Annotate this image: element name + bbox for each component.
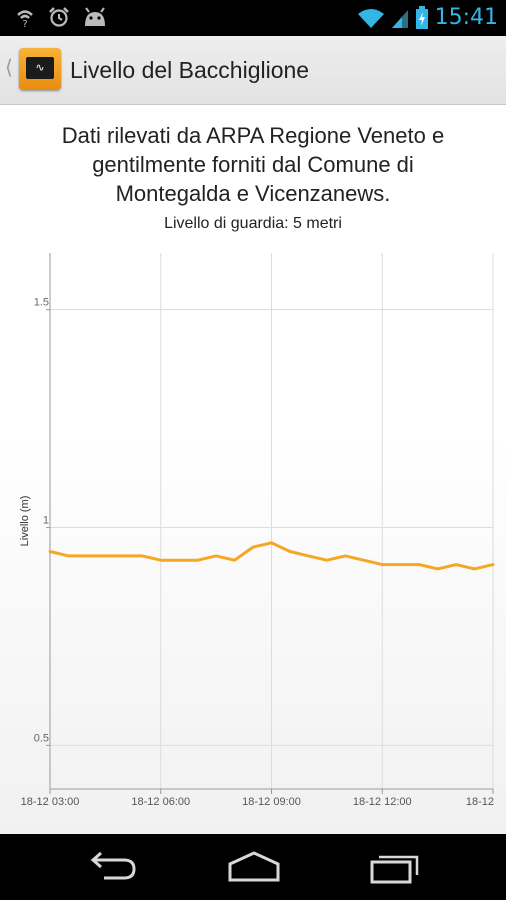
y-axis-label: Livello (m) xyxy=(19,496,31,547)
navigation-bar xyxy=(0,834,506,900)
page-title: Livello del Bacchiglione xyxy=(70,57,310,83)
description-line: Montegalda e Vicenzanews. xyxy=(115,181,391,206)
x-tick-label: 18-12 09:00 xyxy=(242,796,301,808)
description-line: Dati rilevati da ARPA Regione Veneto e xyxy=(61,123,445,148)
y-tick-label: 0.5 xyxy=(34,732,49,744)
android-icon xyxy=(85,7,105,26)
y-tick-label: 1.5 xyxy=(34,297,49,309)
signal-icon xyxy=(391,10,408,28)
y-tick-label: 1 xyxy=(43,515,49,527)
usb-debug-icon: ? xyxy=(17,10,33,28)
back-icon[interactable] xyxy=(88,850,138,884)
source-description: Dati rilevati da ARPA Regione Veneto e g… xyxy=(20,121,486,208)
x-tick-label: 18-12 xyxy=(466,796,494,808)
x-tick-label: 18-12 06:00 xyxy=(131,796,190,808)
water-level-chart: 18-12 03:00 18-12 06:00 18-12 09:00 18-12 1… xyxy=(19,253,495,808)
status-bar: ? 15:41 xyxy=(0,0,506,36)
battery-charging-icon xyxy=(415,6,428,29)
description-line: gentilmente forniti dal Comune di xyxy=(92,152,414,177)
x-tick-label: 18-12 12:00 xyxy=(353,796,412,808)
up-caret-icon: ⟨ xyxy=(5,57,13,79)
level-series-line xyxy=(48,541,495,571)
system-icons: 15:41 xyxy=(357,4,498,32)
notification-icons: ? xyxy=(14,6,108,28)
main-content: Dati rilevati da ARPA Regione Veneto e g… xyxy=(0,105,506,834)
x-tick-label: 18-12 03:00 xyxy=(21,796,80,808)
wifi-icon xyxy=(357,9,384,28)
home-icon[interactable] xyxy=(227,850,281,884)
svg-text:?: ? xyxy=(22,19,27,28)
action-bar: ⟨ ∿ Livello del Bacchiglione xyxy=(0,36,506,105)
app-logo-icon: ∿ xyxy=(19,48,61,90)
guard-level-text: Livello di guardia: 5 metri xyxy=(164,215,342,232)
clock: 15:41 xyxy=(434,5,498,30)
alarm-icon xyxy=(49,7,69,27)
recent-apps-icon[interactable] xyxy=(369,850,423,884)
